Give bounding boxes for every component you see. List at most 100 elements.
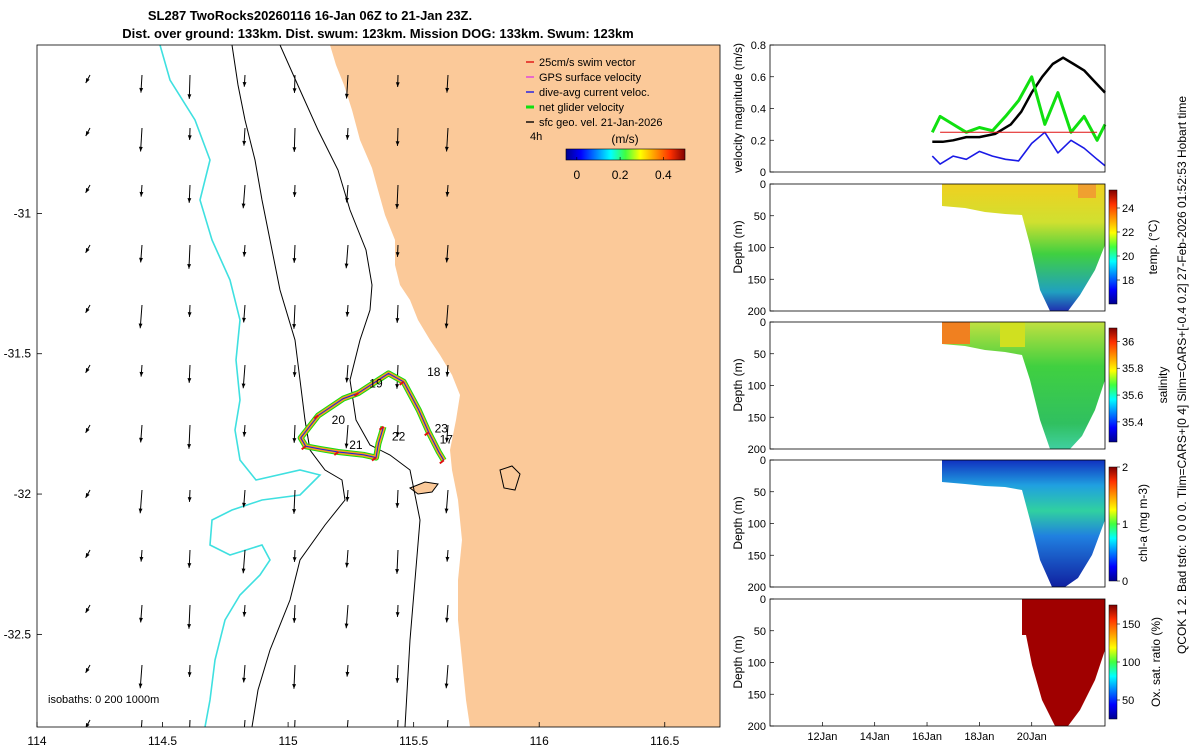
map-y-tick-label: -31 <box>14 206 32 220</box>
track-swim-vector <box>313 414 319 420</box>
velocity-arrow-head <box>241 383 246 389</box>
colorbar-tick-label: 35.6 <box>1122 390 1143 402</box>
salinity-mid-patch <box>1000 322 1025 347</box>
velocity-arrow-head <box>344 443 349 449</box>
map-colorbar-tick-label: 0.2 <box>612 168 629 182</box>
velocity-arrow-head <box>345 671 350 677</box>
velocity-arrow-head <box>139 437 143 443</box>
colorbar-tick-label: 36 <box>1122 336 1134 348</box>
depth-tick-label: 0 <box>760 594 766 606</box>
track-swim-vector <box>301 445 307 451</box>
velocity-arrow-head <box>242 611 247 617</box>
velocity-y-tick-label: 0 <box>760 167 766 179</box>
velocity-arrow-head <box>292 684 297 689</box>
velocity-y-tick-label: 0.8 <box>751 40 766 52</box>
velocity-arrow-head <box>187 733 191 738</box>
velocity-arrow-head <box>85 667 90 673</box>
track-day-label: 17 <box>440 433 454 447</box>
velocity-arrow-head <box>241 568 246 574</box>
velocity-arrow-head <box>344 263 349 269</box>
colorbar-tick-label: 150 <box>1122 619 1140 631</box>
velocity-arrow-head <box>139 257 143 263</box>
depth-tick-label: 150 <box>748 274 766 286</box>
track-swim-vector <box>439 459 445 465</box>
velocity-arrow-head <box>85 492 90 498</box>
velocity-arrow <box>446 719 449 727</box>
isobath-label: isobaths: 0 200 1000m <box>48 694 159 706</box>
salinity-section <box>942 322 1105 449</box>
velocity-arrow-head <box>85 722 90 727</box>
velocity-arrow-head <box>395 141 400 146</box>
velocity-arrow-head <box>242 317 246 323</box>
velocity-arrow-head <box>395 318 400 323</box>
velocity-arrow-head <box>85 427 90 433</box>
depth-tick-label: 100 <box>748 381 766 393</box>
velocity-arrow-head <box>444 146 449 152</box>
velocity-ylabel: velocity magnitude (m/s) <box>731 43 745 173</box>
depth-tick-label: 150 <box>748 689 766 701</box>
velocity-arrow-head <box>187 444 192 449</box>
salinity-colorbar-ticks: 35.4 35.6 35.8 36 <box>1117 336 1143 429</box>
ox-ylabel: Depth (m) <box>731 635 745 688</box>
velocity-arrow-head <box>345 197 349 203</box>
velocity-arrow-head <box>345 562 349 568</box>
salinity-colorbar-label: salinity <box>1156 367 1170 404</box>
ox-colorbar-label: Ox. sat. ratio (%) <box>1149 617 1163 707</box>
colorbar-tick-label: 100 <box>1122 657 1140 669</box>
velocity-arrow-head <box>292 618 297 623</box>
velocity-arrow-head <box>344 623 349 629</box>
map-y-ticks: -31 -31.5 -32 -32.5 <box>4 206 42 641</box>
velocity-arrow-head <box>445 87 450 93</box>
velocity-arrow-head <box>139 617 143 623</box>
velocity-arrow-head <box>445 257 449 263</box>
colorbar-tick-label: 0 <box>1122 576 1128 588</box>
velocity-arrow-head <box>85 130 90 136</box>
land-mass <box>330 45 720 727</box>
velocity-series-line <box>931 131 1106 167</box>
track-day-label: 22 <box>392 430 406 444</box>
side-annotation: QCOK 1 2. Bad tsfo: 0 0 0 0. Tlim=CARS+[… <box>1175 96 1189 654</box>
track-swim-vector <box>378 425 385 431</box>
velocity-arrow-head <box>444 683 449 689</box>
depth-tick-label: 200 <box>748 721 766 733</box>
temp-section <box>942 184 1105 311</box>
velocity-arrow-head <box>395 384 400 389</box>
legend-time-label: 4h <box>530 131 542 143</box>
temp-ylabel: Depth (m) <box>731 220 745 273</box>
velocity-arrow-head <box>139 726 142 727</box>
map-y-tick-label: -32.5 <box>4 627 32 641</box>
salinity-ylabel: Depth (m) <box>731 358 745 411</box>
chl-colorbar <box>1108 466 1118 582</box>
velocity-arrow-head <box>292 258 297 263</box>
legend-gps: GPS surface velocity <box>539 72 642 84</box>
map-axes-frame <box>36 44 721 728</box>
map-x-tick-label: 115.5 <box>399 734 428 748</box>
velocity-arrow-head <box>395 82 400 87</box>
depth-tick-label: 0 <box>760 455 766 467</box>
glider-track <box>297 370 447 465</box>
velocity-arrow-head <box>242 739 246 744</box>
chl-ylabel: Depth (m) <box>731 496 745 549</box>
time-x-ticks: 12Jan 14Jan 16Jan 18Jan 20Jan <box>807 722 1047 743</box>
velocity-arrow-head <box>242 677 246 683</box>
velocity-arrow-head <box>85 552 90 558</box>
track-day-label: 23 <box>435 421 449 435</box>
velocity-arrow-head <box>85 187 90 193</box>
velocity-y-tick-label: 0.2 <box>751 135 766 147</box>
velocity-arrow-head <box>187 563 192 568</box>
velocity-arrow-head <box>242 251 247 257</box>
isobath-1000m <box>159 45 322 727</box>
legend-geo: sfc geo. vel. 21-Jan-2026 <box>539 117 663 129</box>
velocity-arrow-head <box>187 312 192 317</box>
chlorophyll-panel: 0 50 100 150 200 Depth (m) 0 1 2 chl-a (mg m-3… <box>731 455 1150 594</box>
velocity-arrow-head <box>445 617 449 623</box>
map-colorbar <box>565 148 686 161</box>
velocity-arrow-head <box>395 503 400 508</box>
temp-warm-patch <box>1078 184 1096 198</box>
velocity-axes-bg <box>770 45 1105 172</box>
island <box>408 481 439 495</box>
colorbar-tick-label: 50 <box>1122 695 1134 707</box>
map-colorbar-tick-label: 0 <box>573 168 580 182</box>
track-swim-vector <box>333 451 339 456</box>
velocity-arrow-head <box>292 324 297 329</box>
